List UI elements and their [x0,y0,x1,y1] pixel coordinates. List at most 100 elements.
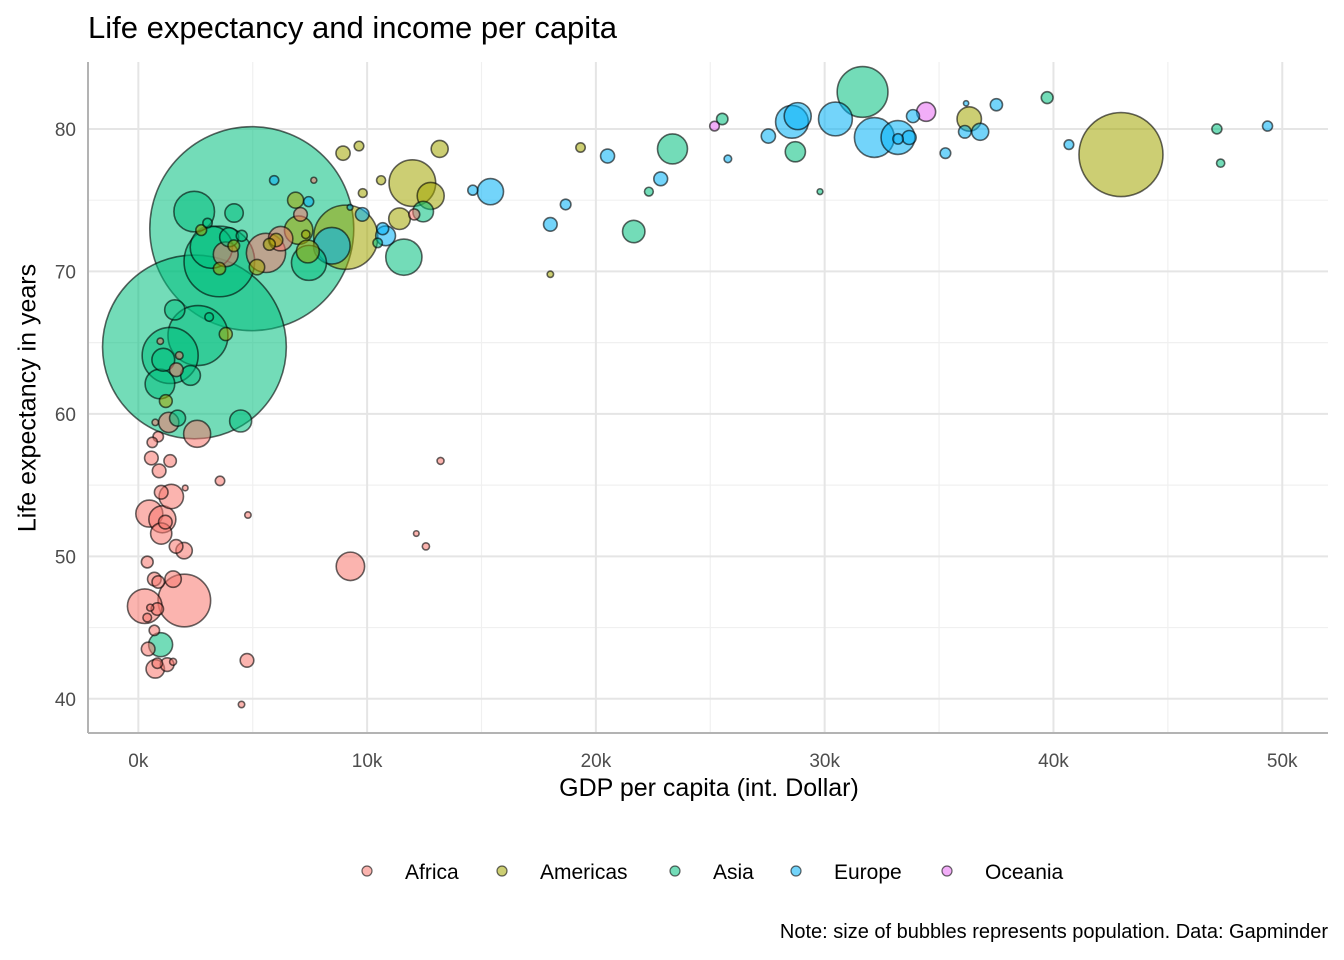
point-europe [901,129,917,146]
point-asia [151,347,176,372]
point-americas [218,326,234,342]
point-asia [168,409,187,427]
point-africa [182,419,212,449]
point-europe [1063,139,1075,151]
point-asia [836,65,889,119]
point-europe [542,216,558,233]
point-americas [353,140,365,152]
point-europe [354,206,370,223]
point-americas [375,174,387,186]
point-europe [939,147,952,160]
point-europe [989,97,1004,112]
point-africa [214,475,226,487]
x-tick-label: 50k [1267,751,1298,772]
point-africa [142,612,153,623]
point-africa [153,484,169,500]
point-africa [151,463,167,479]
point-europe [599,148,616,164]
point-africa [237,700,246,709]
point-africa [239,652,255,668]
point-africa [143,450,159,466]
legend-label-africa: Africa [405,861,459,884]
point-africa [145,603,155,612]
point-europe [476,177,505,206]
point-asia [202,217,214,229]
point-americas [1078,111,1164,198]
x-axis-label: GDP per capita (int. Dollar) [559,774,859,802]
point-americas [248,258,266,276]
legend-key-asia [669,865,681,877]
point-europe [653,171,669,187]
caption: Note: size of bubbles represents populat… [779,921,1328,943]
point-europe [957,124,972,139]
point-africa [174,350,184,361]
point-africa [151,418,160,427]
legend-key-africa [361,865,373,877]
point-americas [430,139,449,159]
point-africa [151,657,164,670]
point-americas [227,239,241,253]
point-europe [962,99,970,107]
point-africa [148,624,161,637]
point-asia [235,229,249,243]
point-europe [466,184,479,197]
point-africa [157,514,173,530]
point-africa [164,570,183,589]
point-europe [1261,120,1274,132]
tick-labels: 0k 10k 20k 30k 40k 50k 40 50 60 70 80 [55,120,1298,772]
point-americas [335,145,351,162]
point-africa [243,511,252,520]
legend-key-europe [790,865,802,877]
point-americas [295,239,321,264]
point-africa [407,208,421,221]
point-asia [372,237,384,249]
chart-title: Life expectancy and income per capita [88,10,618,45]
point-africa [163,453,178,468]
point-europe [302,195,315,208]
point-europe [559,198,572,211]
point-europe [375,221,390,236]
point-africa [412,529,420,538]
x-tick-label: 20k [581,751,612,772]
point-africa [168,362,184,378]
point-asia [1211,123,1223,135]
point-europe [783,101,813,131]
point-europe [970,122,990,142]
point-africa [310,176,318,185]
y-tick-label: 40 [55,690,76,711]
point-africa [421,541,431,551]
point-asia [384,238,423,277]
point-africa [168,657,178,667]
point-americas [387,207,412,231]
point-americas [158,393,174,409]
point-africa [436,456,445,466]
point-asia [715,112,729,126]
point-americas [357,187,368,199]
point-asia [1215,158,1226,169]
point-africa [292,206,309,223]
point-asia [621,219,646,244]
legend-key-americas [496,865,508,877]
point-asia [784,140,807,163]
legend-key-oceania [941,865,953,877]
y-tick-label: 70 [55,262,76,283]
point-europe [905,108,921,124]
y-tick-label: 80 [55,120,76,141]
y-axis-label: Life expectancy in years [13,263,42,533]
point-asia [204,311,215,323]
point-asia [643,186,655,197]
point-oceania [708,120,721,132]
point-africa [151,574,166,589]
point-americas [262,237,277,252]
point-americas [300,229,311,240]
x-tick-label: 0k [128,751,149,772]
point-americas [286,191,305,209]
x-tick-label: 40k [1038,751,1069,772]
point-asia [656,133,689,165]
point-africa [140,555,154,569]
x-tick-label: 30k [809,751,840,772]
data-points [101,65,1274,709]
point-asia [1040,90,1054,105]
legend-label-americas: Americas [540,861,628,884]
